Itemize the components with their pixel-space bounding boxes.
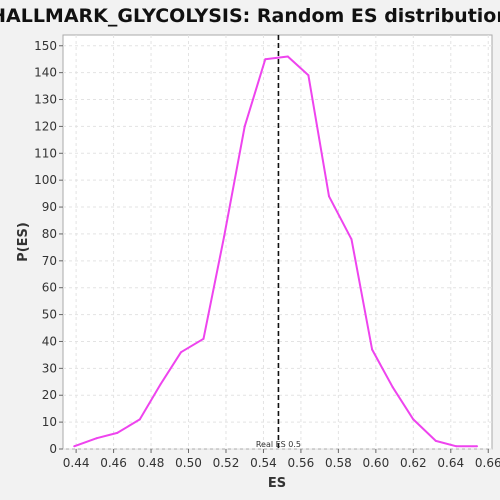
y-tick-label: 20 [42,388,57,402]
chart-title: HALLMARK_GLYCOLYSIS: Random ES distribut… [0,5,500,27]
grid [63,35,492,450]
x-tick-label: 0.44 [63,456,90,470]
series-line [73,55,477,448]
data-point [391,386,394,389]
x-tick-label: 0.50 [175,456,202,470]
real-es-label: Real ES 0.5 [256,440,301,449]
data-point [202,337,205,340]
y-tick-label: 40 [42,334,57,348]
data-point [138,418,141,421]
data-point [159,383,162,386]
data-point [455,445,458,448]
x-tick-label: 0.54 [250,456,277,470]
y-tick-label: 150 [34,39,57,53]
data-point [412,418,415,421]
annotation-layer: Real ES 0.5 [256,35,301,449]
x-axis-label: ES [268,476,286,491]
data-point [307,74,310,77]
x-tick-label: 0.66 [475,456,500,470]
y-tick-label: 110 [34,146,57,160]
y-tick-label: 50 [42,308,57,322]
data-point [116,431,119,434]
x-tick-label: 0.60 [362,456,389,470]
data-point [350,238,353,241]
data-point [328,195,331,198]
y-tick-label: 80 [42,227,57,241]
data-point [223,235,226,238]
data-point [286,55,289,58]
x-tick-label: 0.62 [400,456,427,470]
x-tick-label: 0.58 [325,456,352,470]
y-tick-label: 30 [42,361,57,375]
data-point [264,58,267,61]
x-tick-label: 0.48 [138,456,165,470]
data-point [95,437,98,440]
data-point [243,125,246,128]
series-layer [73,55,479,448]
y-tick-label: 100 [34,173,57,187]
data-point [180,351,183,354]
x-tick-label: 0.56 [288,456,315,470]
x-tick-label: 0.64 [437,456,464,470]
axes: 0 10 20 30 40 50 60 70 80 90 100 110 120 130 140 150 0.4… [34,39,500,470]
y-tick-label: 70 [42,254,57,268]
y-tick-label: 130 [34,93,57,107]
y-tick-label: 140 [34,66,57,80]
y-tick-label: 60 [42,281,57,295]
data-point [371,348,374,351]
x-tick-label: 0.46 [100,456,127,470]
y-tick-label: 0 [49,442,57,456]
y-tick-label: 10 [42,415,57,429]
data-point [73,445,76,448]
x-tick-label: 0.52 [213,456,240,470]
plot-area [62,34,493,450]
data-point [476,445,479,448]
y-tick-label: 90 [42,200,57,214]
y-tick-label: 120 [34,119,57,133]
data-point [434,439,437,442]
y-axis-label: P(ES) [16,222,31,262]
